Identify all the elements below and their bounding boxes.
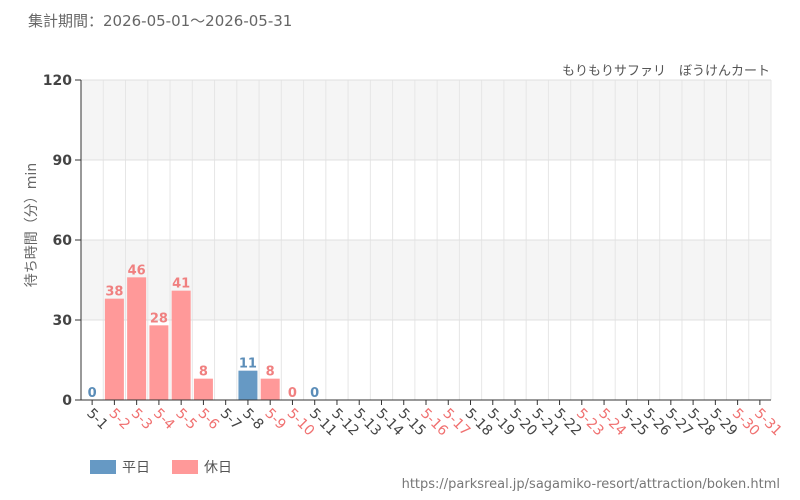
legend-item-holiday[interactable]: 休日	[172, 457, 232, 477]
y-tick-label: 120	[43, 73, 72, 89]
legend-swatch-weekday	[90, 460, 116, 474]
y-tick-label: 90	[53, 153, 73, 169]
x-tick-label: 5-5	[172, 406, 199, 433]
legend: 平日 休日	[90, 457, 232, 477]
bar-value-label: 8	[266, 365, 275, 380]
y-axis-label: 待ち時間（分）min	[24, 163, 40, 287]
bar-5-8[interactable]	[238, 370, 258, 400]
attraction-name: もりもりサファリ ぼうけんカート	[561, 64, 770, 79]
bar-value-label: 11	[239, 357, 257, 372]
bar-5-2[interactable]	[104, 298, 124, 400]
x-tick-label: 5-2	[106, 406, 133, 433]
bar-value-label: 41	[172, 277, 190, 292]
bar-value-label: 46	[128, 263, 146, 278]
plot-background	[81, 80, 771, 400]
x-tick-label: 5-4	[150, 406, 178, 434]
bars	[104, 277, 280, 400]
x-tick-label: 5-8	[239, 406, 266, 433]
x-tick-label: 5-7	[217, 406, 244, 433]
bar-value-label: 38	[105, 285, 123, 300]
y-tick-label: 60	[53, 233, 73, 249]
y-tick-labels: 0 30 60 90 120	[43, 73, 81, 409]
x-tick-label: 5-1	[83, 406, 110, 433]
period-label: 集計期間：2026-05-01～2026-05-31	[28, 12, 293, 30]
plot-band	[81, 160, 771, 240]
x-tick-label: 5-3	[128, 406, 155, 433]
bar-value-label: 0	[310, 386, 319, 401]
legend-item-weekday[interactable]: 平日	[90, 457, 150, 477]
x-tick-labels: 5-15-25-35-45-55-65-75-85-95-105-115-125…	[83, 400, 785, 439]
bar-5-4[interactable]	[149, 325, 169, 400]
bar-5-6[interactable]	[193, 378, 213, 400]
x-tick-label: 5-9	[261, 406, 288, 433]
plot-band	[81, 80, 771, 160]
bar-value-label: 28	[150, 311, 168, 326]
bar-value-label: 8	[199, 365, 208, 380]
plot-band	[81, 240, 771, 320]
legend-label-weekday: 平日	[122, 460, 150, 476]
source-url[interactable]: https://parksreal.jp/sagamiko-resort/att…	[401, 477, 780, 492]
bar-value-label: 0	[288, 386, 297, 401]
bar-5-5[interactable]	[171, 290, 191, 400]
bar-5-9[interactable]	[260, 378, 280, 400]
y-tick-label: 30	[53, 313, 73, 329]
legend-swatch-holiday	[172, 460, 198, 474]
x-tick-label: 5-6	[195, 406, 223, 434]
y-tick-label: 0	[62, 393, 72, 409]
legend-label-holiday: 休日	[204, 460, 232, 476]
bar-value-label: 0	[88, 386, 97, 401]
bar-5-3[interactable]	[127, 277, 147, 400]
